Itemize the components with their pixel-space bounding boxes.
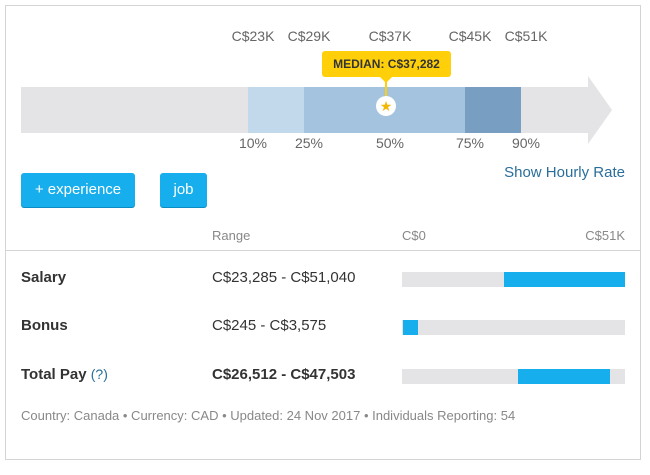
scale-min-header: C$0 <box>402 228 426 243</box>
salary-range-bar <box>402 272 625 287</box>
table-divider <box>6 250 640 251</box>
percentile-track-arrow <box>588 76 612 144</box>
percentile-label-25: 25% <box>294 135 324 151</box>
percentile-band-10-25 <box>248 87 304 133</box>
value-label-p75: C$45K <box>448 28 492 44</box>
add-experience-button[interactable]: + experience <box>21 173 135 207</box>
row-range-salary: C$23,285 - C$51,040 <box>212 269 356 286</box>
bonus-range-bar <box>402 320 625 335</box>
row-label-total-pay: Total Pay (?) <box>21 366 108 383</box>
star-icon: ★ <box>376 96 396 116</box>
range-header: Range <box>212 228 251 243</box>
total-pay-help-link[interactable]: (?) <box>90 366 108 382</box>
percentile-label-75: 75% <box>455 135 485 151</box>
total-pay-label: Total Pay <box>21 366 87 383</box>
percentile-label-50: 50% <box>375 135 405 151</box>
row-range-bonus: C$245 - C$3,575 <box>212 317 327 334</box>
bonus-range-fill <box>403 320 418 335</box>
job-filter-button[interactable]: job <box>160 173 207 207</box>
median-tag: MEDIAN: C$37,282 <box>322 51 451 83</box>
total-pay-range-bar <box>402 369 625 384</box>
row-label-bonus: Bonus <box>21 317 68 334</box>
value-label-p90: C$51K <box>504 28 548 44</box>
value-label-p25: C$29K <box>287 28 331 44</box>
total-pay-range-fill <box>518 369 610 384</box>
salary-range-fill <box>504 272 625 287</box>
report-meta: Country: Canada • Currency: CAD • Update… <box>21 408 516 423</box>
percentile-label-10: 10% <box>238 135 268 151</box>
row-label-salary: Salary <box>21 269 67 286</box>
percentile-label-90: 90% <box>511 135 541 151</box>
percentile-band-75-90 <box>465 87 521 133</box>
salary-card: C$23K C$29K C$37K C$45K C$51K MEDIAN: C$… <box>5 5 641 460</box>
show-hourly-rate-link[interactable]: Show Hourly Rate <box>504 164 625 181</box>
value-label-p10: C$23K <box>231 28 275 44</box>
value-label-p50: C$37K <box>368 28 412 44</box>
median-stem <box>385 77 387 97</box>
row-range-total-pay: C$26,512 - C$47,503 <box>212 366 356 383</box>
scale-max-header: C$51K <box>585 228 625 243</box>
